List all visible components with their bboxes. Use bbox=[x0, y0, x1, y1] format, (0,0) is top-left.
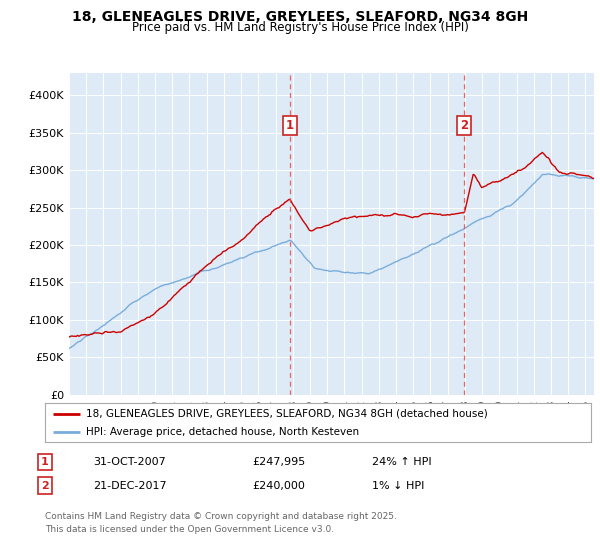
Text: 2: 2 bbox=[460, 119, 469, 132]
Text: 1% ↓ HPI: 1% ↓ HPI bbox=[372, 480, 424, 491]
Text: £247,995: £247,995 bbox=[252, 457, 305, 467]
Text: 31-OCT-2007: 31-OCT-2007 bbox=[93, 457, 166, 467]
Text: 21-DEC-2017: 21-DEC-2017 bbox=[93, 480, 167, 491]
Text: 1: 1 bbox=[286, 119, 294, 132]
Text: 24% ↑ HPI: 24% ↑ HPI bbox=[372, 457, 431, 467]
Text: £240,000: £240,000 bbox=[252, 480, 305, 491]
Text: Contains HM Land Registry data © Crown copyright and database right 2025.
This d: Contains HM Land Registry data © Crown c… bbox=[45, 512, 397, 534]
Text: Price paid vs. HM Land Registry's House Price Index (HPI): Price paid vs. HM Land Registry's House … bbox=[131, 21, 469, 34]
Text: 1: 1 bbox=[41, 457, 49, 467]
Text: 18, GLENEAGLES DRIVE, GREYLEES, SLEAFORD, NG34 8GH: 18, GLENEAGLES DRIVE, GREYLEES, SLEAFORD… bbox=[72, 10, 528, 24]
Text: HPI: Average price, detached house, North Kesteven: HPI: Average price, detached house, Nort… bbox=[86, 427, 359, 437]
Text: 2: 2 bbox=[41, 480, 49, 491]
Text: 18, GLENEAGLES DRIVE, GREYLEES, SLEAFORD, NG34 8GH (detached house): 18, GLENEAGLES DRIVE, GREYLEES, SLEAFORD… bbox=[86, 409, 488, 419]
